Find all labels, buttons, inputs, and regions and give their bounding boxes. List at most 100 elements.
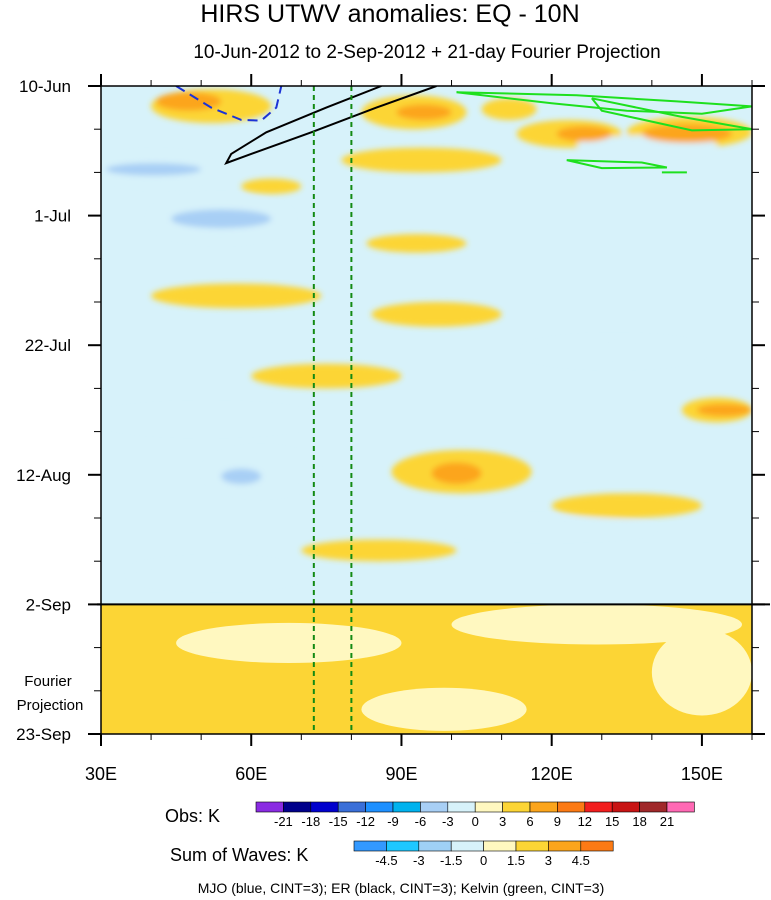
anomaly-patch [396,104,452,120]
colorbar-swatch [450,840,484,852]
colorbar-tick-label: -4.5 [375,853,397,868]
plot-frame [100,85,753,735]
anomaly-patch [451,518,652,537]
colorbar-swatch [666,801,695,813]
anomaly-patch [251,363,402,389]
colorbar-swatch [310,801,339,813]
colorbar-tick-label: 3 [499,814,506,829]
anomaly-patch [131,561,302,586]
anomaly-patch [696,403,752,417]
x-tick-label: 60E [235,764,267,784]
y-axis: 10-Jun 1-Jul 22-Jul 12-Aug 2-Sep 23-Sep [16,77,765,744]
colorbar-tick-label: -3 [413,853,425,868]
projection-patch [176,622,402,664]
colorbar-tick-label: 21 [660,814,674,829]
colorbar-tick-label: -18 [301,814,320,829]
chart-subtitle: 10-Jun-2012 to 2-Sep-2012 + 21-day Fouri… [193,42,660,63]
kelvin-contour [456,91,752,115]
projection-patch [651,629,752,716]
y-tick-label: 23-Sep [16,725,71,744]
y-tick-label: 1-Jul [34,207,71,226]
colorbar-tick-label: -21 [274,814,293,829]
anomaly-patch [526,339,702,364]
dashed-longitude-lines [312,86,353,734]
er-contour [224,86,437,165]
anomaly-patch [106,163,202,176]
contour-legend: MJO (blue, CINT=3); ER (black, CINT=3); … [198,880,605,896]
colorbar-swatch [418,840,452,852]
colorbar-tick-label: 12 [578,814,592,829]
y-tick-label: 22-Jul [25,336,71,355]
colorbar-swatch [474,801,503,813]
x-tick-label: 30E [85,764,117,784]
colorbar-tick-label: 9 [554,814,561,829]
chart-title: HIRS UTWV anomalies: EQ - 10N [200,0,579,28]
anomaly-patch [366,234,467,253]
anomaly-patch [431,462,482,485]
colorbar-swatch [392,801,421,813]
projection-label-line2: Projection [17,697,84,714]
colorbar-swatch [255,801,284,813]
anomaly-patch [221,468,262,485]
anomaly-patch [206,450,317,494]
colorbar-swatch [548,840,582,852]
colorbar-tick-label: -3 [442,814,454,829]
anomaly-patch [171,209,272,228]
colorbar-tick-label: 0 [472,814,479,829]
colorbar-swatch [611,801,640,813]
colorbar-swatch [337,801,366,813]
colorbar-tick-label: 6 [526,814,533,829]
anomaly-patch [156,92,222,111]
anomaly-patch [101,406,312,432]
colorbar-swatch [584,801,613,813]
projection-field [101,604,752,734]
anomaly-patch [151,283,322,309]
colorbar-tick-label: 1.5 [507,853,525,868]
obs-colorbar-label: Obs: K [165,806,220,826]
colorbar-tick-label: -12 [356,814,375,829]
y-tick-label: 12-Aug [16,466,71,485]
colorbar-swatch [353,840,387,852]
colorbar-swatch [502,801,531,813]
colorbar-swatch [365,801,394,813]
x-tick-label: 150E [681,764,723,784]
colorbar-swatch [420,801,449,813]
colorbar-swatch [483,840,517,852]
x-tick-label: 120E [531,764,573,784]
plot-area [101,86,752,734]
colorbar-tick-label: 15 [605,814,619,829]
colorbar-swatch [529,801,558,813]
colorbar-swatch [515,840,549,852]
x-tick-label: 90E [385,764,417,784]
y-tick-label: 2-Sep [26,595,71,614]
waves-colorbar: -4.5 -3 -1.5 0 1.5 3 4.5 [353,840,614,868]
projection-label-line1: Fourier [24,673,72,690]
x-axis: 30E 60E 90E 120E 150E [85,74,753,784]
colorbar-tick-label: 18 [632,814,646,829]
colorbar-tick-label: -6 [415,814,427,829]
projection-patch [361,687,527,731]
colorbar-swatch [580,840,614,852]
colorbar-swatch [639,801,668,813]
y-tick-label: 10-Jun [19,77,71,96]
kelvin-contour [591,97,752,132]
mjo-contour [175,86,283,122]
waves-colorbar-label: Sum of Waves: K [170,845,308,865]
colorbar-swatch [283,801,312,813]
anomaly-patch [556,126,612,142]
colorbar-tick-label: -15 [329,814,348,829]
colorbar-swatch [447,801,476,813]
colorbar-swatch [557,801,586,813]
anomaly-patch [481,98,537,120]
colorbar-tick-label: 0 [480,853,487,868]
colorbar-tick-label: -1.5 [440,853,462,868]
wave-contours [175,86,752,174]
obs-colorbar: -21 -18 -15 -12 -9 -6 -3 0 3 6 9 12 15 18 21 [255,801,695,829]
colorbar-tick-label: -9 [387,814,399,829]
kelvin-contour [566,159,668,170]
anomaly-patch [551,493,702,518]
projection-patch [451,604,742,645]
anomaly-patch [341,147,502,173]
anomaly-patch [371,302,502,327]
